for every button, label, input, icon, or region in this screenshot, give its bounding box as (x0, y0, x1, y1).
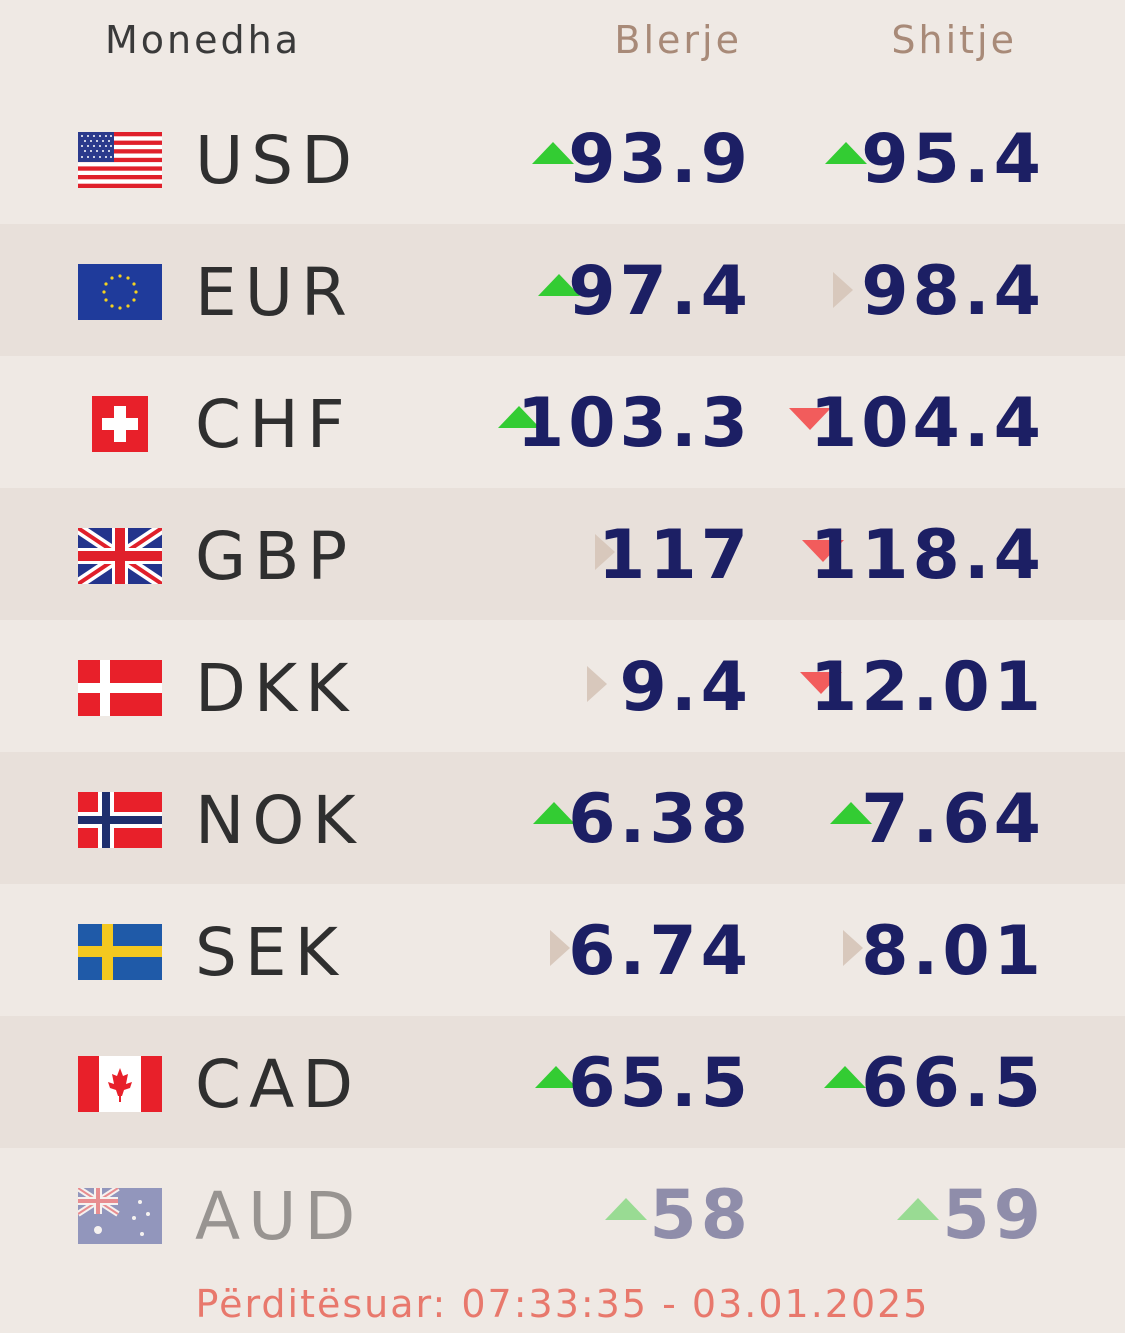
sell-rate: 8.01 (861, 912, 1045, 991)
trend-up-icon (825, 142, 867, 164)
currency-code: DKK (195, 650, 357, 727)
trend-up-icon (532, 142, 574, 164)
gb-flag-icon (78, 528, 162, 584)
ch-flag-icon (92, 396, 148, 452)
buy-rate: 58 (649, 1176, 752, 1255)
currency-code: GBP (195, 518, 356, 595)
no-flag-icon (78, 792, 162, 848)
sell-rate: 118.4 (809, 516, 1045, 595)
trend-up-icon (538, 274, 580, 296)
trend-up-icon (830, 802, 872, 824)
trend-up-icon (533, 802, 575, 824)
buy-rate: 65.5 (568, 1044, 752, 1123)
buy-rate: 103.3 (516, 384, 752, 463)
buy-rate: 6.38 (568, 780, 752, 859)
currency-row-dkk[interactable]: DKK 9.4 12.01 (0, 620, 1125, 752)
trend-up-icon (605, 1198, 647, 1220)
currency-code: NOK (195, 782, 364, 859)
sell-rate: 66.5 (861, 1044, 1045, 1123)
trend-down-icon (800, 672, 842, 694)
se-flag-icon (78, 924, 162, 980)
faded-row-content: AUD 58 59 (0, 1148, 1125, 1280)
currency-row-cad[interactable]: CAD 65.5 66.5 (0, 1016, 1125, 1148)
currency-row-gbp[interactable]: GBP 117 118.4 (0, 488, 1125, 620)
table-header: Monedha Blerje Shitje (0, 0, 1125, 92)
currency-code: CAD (195, 1046, 362, 1123)
trend-down-icon (789, 408, 831, 430)
currency-row-sek[interactable]: SEK 6.74 8.01 (0, 884, 1125, 1016)
sell-column-header: Shitje (891, 18, 1017, 62)
trend-up-icon (824, 1066, 866, 1088)
buy-rate: 6.74 (568, 912, 752, 991)
trend-up-icon (535, 1066, 577, 1088)
trend-up-icon (498, 406, 540, 428)
us-flag-icon (78, 132, 162, 188)
currency-row-nok[interactable]: NOK 6.38 7.64 (0, 752, 1125, 884)
sell-rate: 12.01 (809, 648, 1045, 727)
trend-flat-icon (550, 930, 570, 966)
trend-flat-icon (843, 930, 863, 966)
sell-rate: 7.64 (861, 780, 1045, 859)
currency-code: SEK (195, 914, 346, 991)
currency-row-chf[interactable]: CHF 103.3 104.4 (0, 356, 1125, 488)
dk-flag-icon (78, 660, 162, 716)
trend-down-icon (802, 540, 844, 562)
currency-row-aud[interactable]: AUD 58 59 (0, 1148, 1125, 1280)
trend-up-icon (897, 1198, 939, 1220)
currency-code: CHF (195, 386, 353, 463)
last-updated-timestamp: Përditësuar: 07:33:35 - 03.01.2025 (195, 1282, 930, 1326)
currency-list: USD 93.9 95.4 EUR 97.4 (0, 92, 1125, 1280)
ca-flag-icon (78, 1056, 162, 1112)
currency-code: AUD (195, 1178, 364, 1255)
currency-code: EUR (195, 254, 355, 331)
buy-rate: 97.4 (568, 252, 752, 331)
eu-flag-icon (78, 264, 162, 320)
currency-code: USD (195, 122, 361, 199)
sell-rate: 59 (942, 1176, 1045, 1255)
buy-rate: 117 (598, 516, 752, 595)
buy-rate: 9.4 (619, 648, 752, 727)
trend-flat-icon (595, 534, 615, 570)
trend-flat-icon (833, 272, 853, 308)
sell-rate: 95.4 (861, 120, 1045, 199)
trend-flat-icon (587, 666, 607, 702)
sell-rate: 98.4 (861, 252, 1045, 331)
au-flag-icon (78, 1188, 162, 1244)
buy-column-header: Blerje (614, 18, 742, 62)
currency-row-usd[interactable]: USD 93.9 95.4 (0, 92, 1125, 224)
currency-column-header: Monedha (105, 18, 301, 62)
sell-rate: 104.4 (809, 384, 1045, 463)
currency-row-eur[interactable]: EUR 97.4 98.4 (0, 224, 1125, 356)
buy-rate: 93.9 (568, 120, 752, 199)
